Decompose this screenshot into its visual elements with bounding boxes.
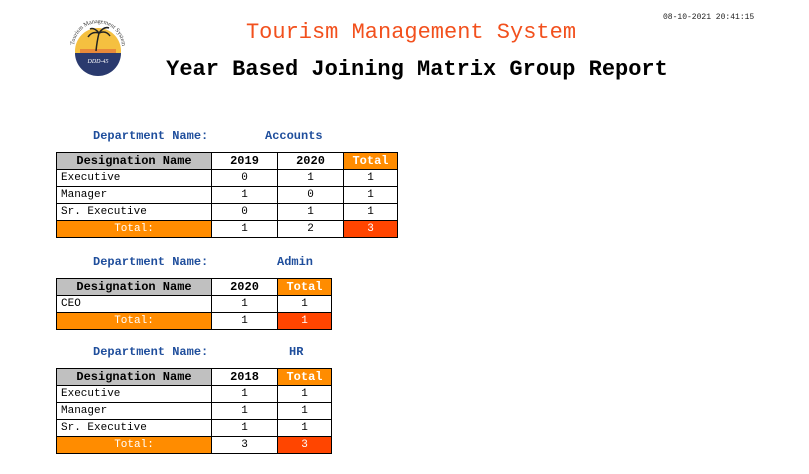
table-row: Executive 1 1 <box>56 385 332 403</box>
app-title: Tourism Management System <box>245 20 577 45</box>
row-total-cell: 1 <box>343 203 398 221</box>
designation-cell: Manager <box>56 186 212 204</box>
designation-cell: Sr. Executive <box>56 419 212 437</box>
designation-cell: Manager <box>56 402 212 420</box>
matrix-table-admin: Designation Name 2020 Total CEO 1 1 Tota… <box>56 278 332 330</box>
table-header-row: Designation Name 2020 Total <box>56 278 332 296</box>
count-cell: 0 <box>211 169 278 187</box>
count-cell: 0 <box>211 203 278 221</box>
column-header-year: 2020 <box>277 152 344 170</box>
grand-total-cell: 3 <box>277 436 332 454</box>
table-header-row: Designation Name 2019 2020 Total <box>56 152 398 170</box>
total-row-label: Total: <box>56 312 212 330</box>
count-cell: 1 <box>277 203 344 221</box>
department-name: HR <box>289 345 304 359</box>
row-total-cell: 1 <box>343 186 398 204</box>
count-cell: 1 <box>211 385 278 403</box>
row-total-cell: 1 <box>277 419 332 437</box>
count-cell: 1 <box>211 402 278 420</box>
department-label: Department Name: <box>93 255 209 269</box>
grand-total-cell: 3 <box>343 220 398 238</box>
department-name: Admin <box>277 255 314 269</box>
row-total-cell: 1 <box>277 385 332 403</box>
company-logo: Tourism Management System DDD-45 <box>66 13 130 77</box>
table-row: Sr. Executive 1 1 <box>56 419 332 437</box>
designation-cell: CEO <box>56 295 212 313</box>
row-total-cell: 1 <box>277 402 332 420</box>
count-cell: 1 <box>277 169 344 187</box>
department-label: Department Name: <box>93 129 209 143</box>
column-header-year: 2018 <box>211 368 278 386</box>
column-header-total: Total <box>343 152 398 170</box>
designation-cell: Sr. Executive <box>56 203 212 221</box>
matrix-table-accounts: Designation Name 2019 2020 Total Executi… <box>56 152 398 238</box>
count-cell: 1 <box>211 419 278 437</box>
total-row: Total: 3 3 <box>56 436 332 454</box>
year-total-cell: 1 <box>211 312 278 330</box>
report-timestamp: 08-10-2021 20:41:15 <box>663 13 755 22</box>
year-total-cell: 3 <box>211 436 278 454</box>
column-header-designation: Designation Name <box>56 278 212 296</box>
total-row-label: Total: <box>56 436 212 454</box>
year-total-cell: 1 <box>211 220 278 238</box>
report-title: Year Based Joining Matrix Group Report <box>166 57 668 82</box>
total-row: Total: 1 2 3 <box>56 220 398 238</box>
department-label: Department Name: <box>93 345 209 359</box>
count-cell: 1 <box>211 295 278 313</box>
row-total-cell: 1 <box>343 169 398 187</box>
designation-cell: Executive <box>56 169 212 187</box>
designation-cell: Executive <box>56 385 212 403</box>
table-row: Manager 1 1 <box>56 402 332 420</box>
total-row: Total: 1 1 <box>56 312 332 330</box>
count-cell: 1 <box>211 186 278 204</box>
table-row: CEO 1 1 <box>56 295 332 313</box>
grand-total-cell: 1 <box>277 312 332 330</box>
total-row-label: Total: <box>56 220 212 238</box>
table-row: Executive 0 1 1 <box>56 169 398 187</box>
column-header-designation: Designation Name <box>56 152 212 170</box>
matrix-table-hr: Designation Name 2018 Total Executive 1 … <box>56 368 332 454</box>
column-header-total: Total <box>277 368 332 386</box>
table-row: Sr. Executive 0 1 1 <box>56 203 398 221</box>
count-cell: 0 <box>277 186 344 204</box>
column-header-year: 2019 <box>211 152 278 170</box>
column-header-designation: Designation Name <box>56 368 212 386</box>
column-header-total: Total <box>277 278 332 296</box>
table-header-row: Designation Name 2018 Total <box>56 368 332 386</box>
column-header-year: 2020 <box>211 278 278 296</box>
table-row: Manager 1 0 1 <box>56 186 398 204</box>
svg-text:DDD-45: DDD-45 <box>87 58 109 65</box>
year-total-cell: 2 <box>277 220 344 238</box>
row-total-cell: 1 <box>277 295 332 313</box>
department-name: Accounts <box>265 129 323 143</box>
